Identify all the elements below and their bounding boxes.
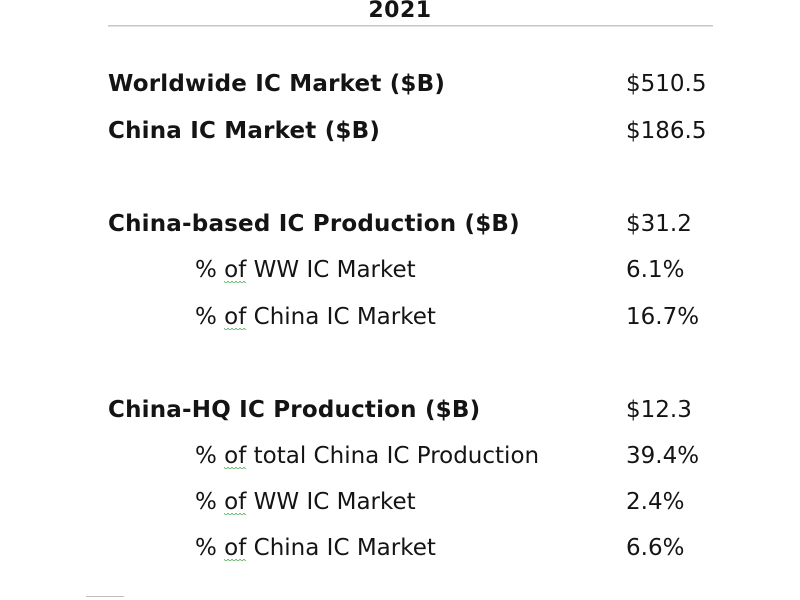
pct-sign: %	[195, 489, 217, 515]
row-value: 2.4%	[626, 489, 685, 515]
row-label: % of WW IC Market	[195, 486, 416, 518]
row-china-hq-pct-ww: % of WW IC Market 2.4%	[0, 486, 800, 518]
row-label: % of China IC Market	[195, 301, 436, 333]
row-china-hq-pct-china: % of China IC Market 6.6%	[0, 532, 800, 564]
pct-sign: %	[195, 535, 217, 561]
row-label: % of total China IC Production	[195, 440, 539, 472]
pct-sign: %	[195, 443, 217, 469]
row-label: China-based IC Production ($B)	[108, 211, 520, 237]
row-china-hq-pct-total: % of total China IC Production 39.4%	[0, 440, 800, 472]
row-china-based-pct-china: % of China IC Market 16.7%	[0, 301, 800, 333]
pct-sign: %	[195, 257, 217, 283]
row-label: % of WW IC Market	[195, 254, 416, 286]
row-value: 6.6%	[626, 535, 685, 561]
row-label: China IC Market ($B)	[108, 118, 381, 144]
spellcheck-word: of	[224, 532, 247, 564]
row-china-ic-market: China IC Market ($B) $186.5	[0, 115, 800, 147]
spellcheck-word: of	[224, 301, 247, 333]
spellcheck-word: of	[224, 440, 247, 472]
row-value: 39.4%	[626, 443, 700, 469]
row-value: 16.7%	[626, 304, 700, 330]
page-corner-mark	[86, 596, 124, 597]
row-label-text: China IC Market	[253, 535, 436, 561]
row-label-text: WW IC Market	[253, 489, 416, 515]
row-label-text: WW IC Market	[253, 257, 416, 283]
row-value: $186.5	[626, 118, 707, 144]
row-value: $510.5	[626, 71, 707, 97]
row-label-text: China IC Market	[253, 304, 436, 330]
spellcheck-word: of	[224, 254, 247, 286]
row-label: Worldwide IC Market ($B)	[108, 71, 446, 97]
row-label: % of China IC Market	[195, 532, 436, 564]
spellcheck-word: of	[224, 486, 247, 518]
column-year-header: 2021	[368, 0, 432, 23]
row-value: 6.1%	[626, 257, 685, 283]
row-value: $12.3	[626, 397, 692, 423]
pct-sign: %	[195, 304, 217, 330]
row-china-hq-ic-production: China-HQ IC Production ($B) $12.3	[0, 394, 800, 426]
row-label: China-HQ IC Production ($B)	[108, 397, 481, 423]
row-label-text: total China IC Production	[253, 443, 540, 469]
header-rule	[108, 25, 713, 27]
row-value: $31.2	[626, 211, 692, 237]
row-china-based-pct-ww: % of WW IC Market 6.1%	[0, 254, 800, 286]
row-worldwide-ic-market: Worldwide IC Market ($B) $510.5	[0, 68, 800, 100]
row-china-based-ic-production: China-based IC Production ($B) $31.2	[0, 208, 800, 240]
